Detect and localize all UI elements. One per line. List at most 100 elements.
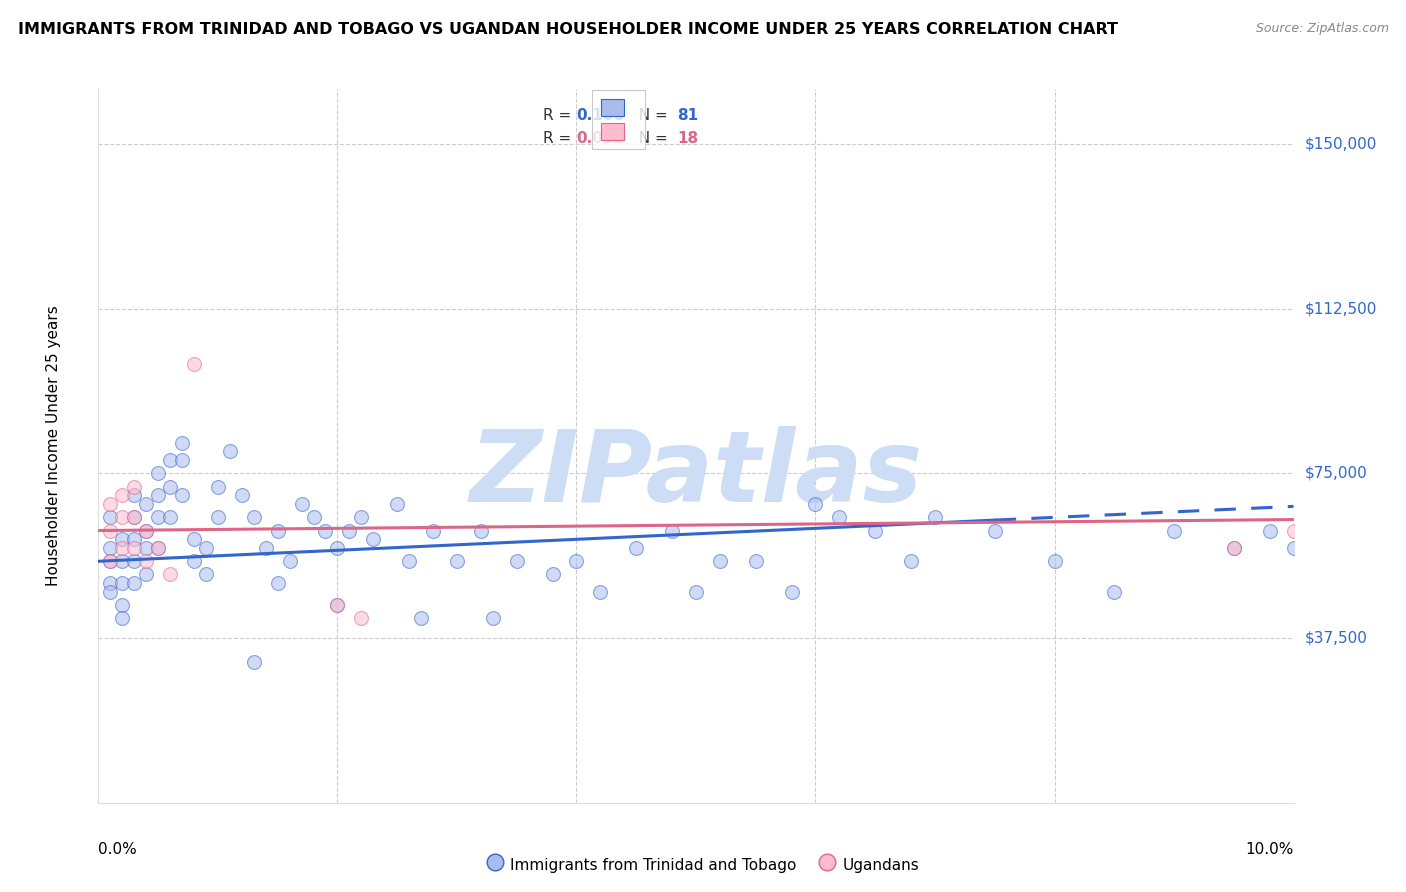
Point <box>172 453 194 467</box>
Text: $37,500: $37,500 <box>1305 631 1368 646</box>
Point <box>267 524 290 538</box>
Point <box>172 435 194 450</box>
Point <box>231 488 253 502</box>
Point <box>865 524 887 538</box>
Point <box>124 533 146 547</box>
Point <box>183 533 205 547</box>
Legend: , : , <box>592 90 645 149</box>
Point <box>124 541 146 555</box>
Point <box>709 554 731 568</box>
Point <box>363 533 385 547</box>
Text: Householder Income Under 25 years: Householder Income Under 25 years <box>45 306 60 586</box>
Point <box>1282 541 1305 555</box>
Point <box>315 524 337 538</box>
Point <box>148 541 170 555</box>
Point <box>661 524 683 538</box>
Point <box>148 488 170 502</box>
Point <box>98 585 122 599</box>
Point <box>124 510 146 524</box>
Point <box>207 480 229 494</box>
Point <box>350 510 373 524</box>
Point <box>1223 541 1246 555</box>
Point <box>148 467 170 481</box>
Legend: Immigrants from Trinidad and Tobago, Ugandans: Immigrants from Trinidad and Tobago, Uga… <box>481 849 925 880</box>
Text: $150,000: $150,000 <box>1305 136 1376 152</box>
Text: IMMIGRANTS FROM TRINIDAD AND TOBAGO VS UGANDAN HOUSEHOLDER INCOME UNDER 25 YEARS: IMMIGRANTS FROM TRINIDAD AND TOBAGO VS U… <box>18 22 1118 37</box>
Point <box>385 497 409 511</box>
Text: N =: N = <box>628 130 672 145</box>
Text: N =: N = <box>628 109 672 123</box>
Point <box>159 480 181 494</box>
Point <box>124 576 146 591</box>
Point <box>207 510 229 524</box>
Point <box>124 488 146 502</box>
Point <box>828 510 851 524</box>
Point <box>111 598 134 612</box>
Point <box>780 585 803 599</box>
Point <box>98 541 122 555</box>
Point <box>135 554 157 568</box>
Point <box>183 554 205 568</box>
Point <box>254 541 277 555</box>
Text: 0.0%: 0.0% <box>98 842 138 857</box>
Point <box>326 598 349 612</box>
Point <box>98 554 122 568</box>
Point <box>326 541 349 555</box>
Point <box>135 524 157 538</box>
Point <box>1223 541 1246 555</box>
Point <box>565 554 588 568</box>
Point <box>243 655 266 669</box>
Point <box>195 541 218 555</box>
Text: 18: 18 <box>676 130 697 145</box>
Point <box>1043 554 1066 568</box>
Point <box>1104 585 1126 599</box>
Point <box>183 357 205 371</box>
Point <box>124 510 146 524</box>
Point <box>148 541 170 555</box>
Text: $75,000: $75,000 <box>1305 466 1368 481</box>
Text: R =: R = <box>543 130 576 145</box>
Point <box>291 497 314 511</box>
Point <box>541 567 564 582</box>
Point <box>159 453 181 467</box>
Point <box>470 524 492 538</box>
Point <box>124 554 146 568</box>
Point <box>924 510 946 524</box>
Point <box>135 541 157 555</box>
Text: 0.106: 0.106 <box>576 109 624 123</box>
Text: ZIPatlas: ZIPatlas <box>470 426 922 523</box>
Point <box>984 524 1007 538</box>
Point <box>685 585 707 599</box>
Point <box>111 488 134 502</box>
Text: 0.082: 0.082 <box>576 130 624 145</box>
Point <box>339 524 361 538</box>
Point <box>111 510 134 524</box>
Point <box>172 488 194 502</box>
Point <box>98 497 122 511</box>
Point <box>398 554 420 568</box>
Text: 10.0%: 10.0% <box>1246 842 1294 857</box>
Text: R =: R = <box>543 109 576 123</box>
Point <box>111 541 134 555</box>
Point <box>98 524 122 538</box>
Point <box>589 585 612 599</box>
Point <box>422 524 444 538</box>
Point <box>267 576 290 591</box>
Point <box>278 554 301 568</box>
Point <box>111 554 134 568</box>
Point <box>159 510 181 524</box>
Point <box>900 554 922 568</box>
Point <box>1163 524 1185 538</box>
Point <box>482 611 505 625</box>
Point <box>745 554 768 568</box>
Point <box>111 533 134 547</box>
Point <box>111 611 134 625</box>
Point <box>626 541 648 555</box>
Text: Source: ZipAtlas.com: Source: ZipAtlas.com <box>1256 22 1389 36</box>
Point <box>98 510 122 524</box>
Point <box>219 444 242 458</box>
Text: 81: 81 <box>676 109 697 123</box>
Point <box>135 567 157 582</box>
Point <box>159 567 181 582</box>
Text: $112,500: $112,500 <box>1305 301 1376 317</box>
